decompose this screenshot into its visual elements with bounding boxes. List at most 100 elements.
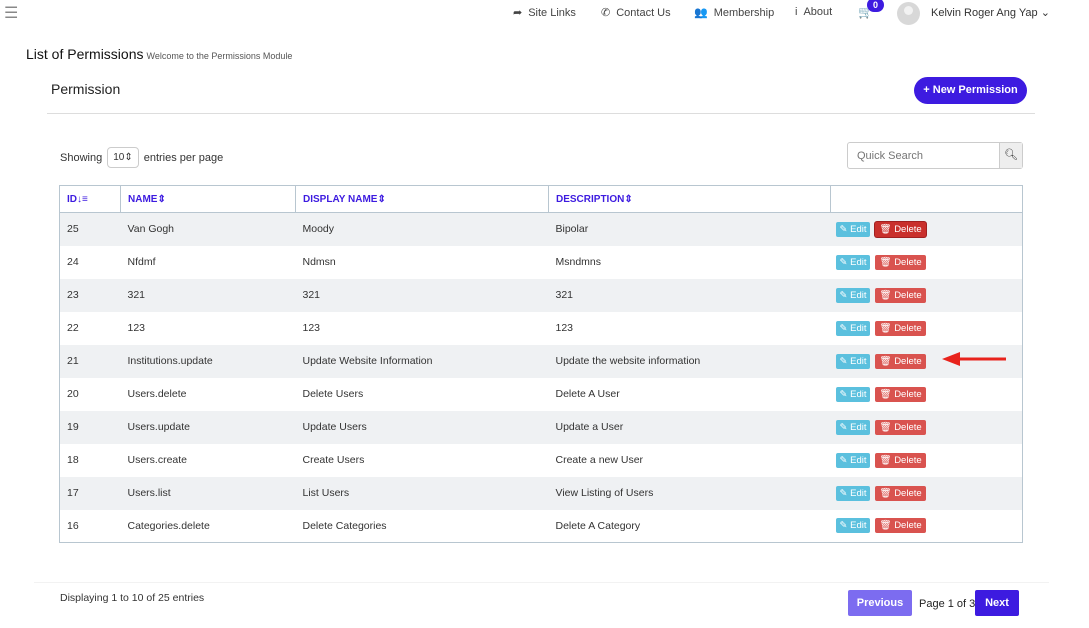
user-menu[interactable]: Kelvin Roger Ang Yap ⌄ — [931, 6, 1050, 19]
cell-actions: ✎ Edit 🗑︎ Delete — [831, 444, 1023, 477]
column-display-name[interactable]: DISPLAY NAME⇕ — [295, 185, 549, 213]
delete-label: Delete — [894, 388, 922, 400]
sort-desc-icon: ↓≡ — [77, 193, 88, 205]
cell-desc: Bipolar — [548, 212, 831, 246]
cell-desc: Delete A Category — [555, 519, 641, 532]
trash-icon: 🗑︎ — [879, 223, 892, 235]
delete-button[interactable]: 🗑︎ Delete — [875, 287, 926, 303]
edit-button[interactable]: ✎ Edit — [835, 221, 871, 237]
next-button[interactable]: Next — [975, 590, 1019, 616]
search-button[interactable]: 🔍︎ — [999, 143, 1022, 168]
edit-button[interactable]: ✎ Edit — [835, 386, 871, 402]
cell-id: 25 — [59, 212, 121, 246]
pencil-icon: ✎ — [839, 289, 848, 301]
cell-id: 18 — [67, 454, 79, 466]
edit-label: Edit — [850, 289, 867, 301]
nav-about[interactable]: i About — [795, 6, 832, 18]
cell-id: 20 — [67, 388, 79, 400]
cell-name: 123 — [127, 322, 146, 334]
cell-id: 19 — [59, 410, 121, 444]
users-icon: 👥 — [694, 7, 708, 19]
cell-id: 24 — [67, 256, 79, 268]
table-row: 19 Users.update Update Users Update a User ✎… — [59, 410, 1023, 444]
cell-actions: ✎ Edit 🗑︎ Delete — [831, 378, 1023, 411]
cell-display: Update Website Information — [295, 344, 549, 378]
delete-label: Delete — [894, 355, 922, 367]
table-row: 22 123 123 123 ✎ Edit 🗑︎ Delete — [60, 312, 1023, 345]
title-text: List of Permissions — [26, 46, 144, 62]
delete-button[interactable]: 🗑︎ Delete — [875, 485, 926, 501]
edit-label: Edit — [850, 454, 867, 466]
cell-display: List Users — [295, 476, 549, 510]
search-input[interactable] — [848, 143, 999, 168]
pencil-icon: ✎ — [839, 388, 848, 400]
delete-button[interactable]: 🗑︎ Delete — [875, 518, 926, 534]
column-description[interactable]: DESCRIPTION⇕ — [548, 185, 831, 213]
chevron-down-icon: ⌄ — [1040, 7, 1050, 19]
edit-label: Edit — [850, 520, 867, 532]
cell-actions: ✎ Edit 🗑︎ Delete — [830, 278, 1023, 312]
nav-membership[interactable]: 👥 Membership — [694, 6, 774, 20]
cell-display: 321 — [295, 278, 549, 312]
hamburger-menu-icon[interactable]: ☰ — [4, 5, 19, 22]
cell-name: Users.list — [120, 476, 296, 510]
new-permission-button[interactable]: + New Permission — [914, 77, 1027, 104]
cell-name: Categories.delete — [127, 519, 210, 532]
nav-label: Contact Us — [616, 6, 671, 19]
cart-count-badge: 0 — [867, 0, 884, 12]
delete-button[interactable]: 🗑︎ Delete — [875, 386, 926, 402]
delete-label: Delete — [894, 223, 922, 235]
nav-label: Site Links — [528, 6, 576, 19]
delete-label: Delete — [894, 454, 922, 466]
header-label: DISPLAY NAME — [303, 193, 378, 205]
edit-button[interactable]: ✎ Edit — [835, 320, 871, 336]
previous-button[interactable]: Previous — [848, 590, 912, 616]
edit-button[interactable]: ✎ Edit — [835, 485, 871, 501]
cell-id: 21 — [59, 344, 121, 378]
edit-button[interactable]: ✎ Edit — [835, 353, 871, 369]
cell-desc: 123 — [555, 322, 574, 334]
cell-name: Van Gogh — [120, 212, 296, 246]
delete-button[interactable]: 🗑︎ Delete — [875, 452, 926, 468]
cell-display: Create Users — [302, 454, 365, 466]
table-header: ID↓≡ NAME⇕ DISPLAY NAME⇕ DESCRIPTION⇕ — [59, 185, 1023, 213]
delete-button[interactable]: 🗑︎ Delete — [875, 419, 926, 435]
header-label: DESCRIPTION — [556, 193, 625, 205]
avatar[interactable] — [897, 2, 920, 25]
edit-button[interactable]: ✎ Edit — [835, 287, 871, 303]
pencil-icon: ✎ — [839, 256, 848, 268]
edit-button[interactable]: ✎ Edit — [835, 254, 871, 270]
header-label: ID — [67, 193, 77, 205]
nav-contact-us[interactable]: ✆ Contact Us — [601, 6, 671, 20]
table-row: 23 321 321 321 ✎ Edit 🗑︎ Delete — [59, 278, 1023, 312]
delete-button[interactable]: 🗑︎ Delete — [875, 353, 926, 369]
edit-button[interactable]: ✎ Edit — [835, 452, 871, 468]
delete-button[interactable]: 🗑︎ Delete — [875, 221, 926, 237]
trash-icon: 🗑︎ — [879, 388, 892, 400]
trash-icon: 🗑︎ — [879, 322, 892, 334]
delete-label: Delete — [894, 256, 922, 268]
table-row: 18 Users.create Create Users Create a new U… — [60, 444, 1023, 477]
cell-actions: ✎ Edit 🗑︎ Delete — [830, 212, 1023, 246]
table-row: 25 Van Gogh Moody Bipolar ✎ Edit 🗑︎ Delete — [59, 212, 1023, 246]
pencil-icon: ✎ — [839, 520, 848, 532]
column-name[interactable]: NAME⇕ — [120, 185, 296, 213]
page-info: Page 1 of 3 — [919, 598, 976, 610]
edit-button[interactable]: ✎ Edit — [835, 419, 871, 435]
cell-actions: ✎ Edit 🗑︎ Delete — [831, 312, 1023, 345]
per-page-select[interactable]: 10⇕ — [107, 147, 139, 168]
delete-label: Delete — [894, 487, 922, 499]
share-icon: ➦ — [513, 7, 523, 19]
sort-icon: ⇕ — [377, 193, 386, 205]
user-name: Kelvin Roger Ang Yap — [931, 7, 1038, 19]
delete-button[interactable]: 🗑︎ Delete — [875, 254, 926, 270]
table-row: 21 Institutions.update Update Website Info… — [59, 344, 1023, 378]
nav-site-links[interactable]: ➦ Site Links — [513, 6, 576, 20]
trash-icon: 🗑︎ — [879, 454, 892, 466]
edit-button[interactable]: ✎ Edit — [835, 518, 871, 534]
column-id[interactable]: ID↓≡ — [59, 185, 121, 213]
delete-button[interactable]: 🗑︎ Delete — [875, 320, 926, 336]
search-icon: 🔍︎ — [1004, 149, 1018, 161]
delete-label: Delete — [894, 322, 922, 334]
cell-desc: Msndmns — [555, 256, 602, 268]
